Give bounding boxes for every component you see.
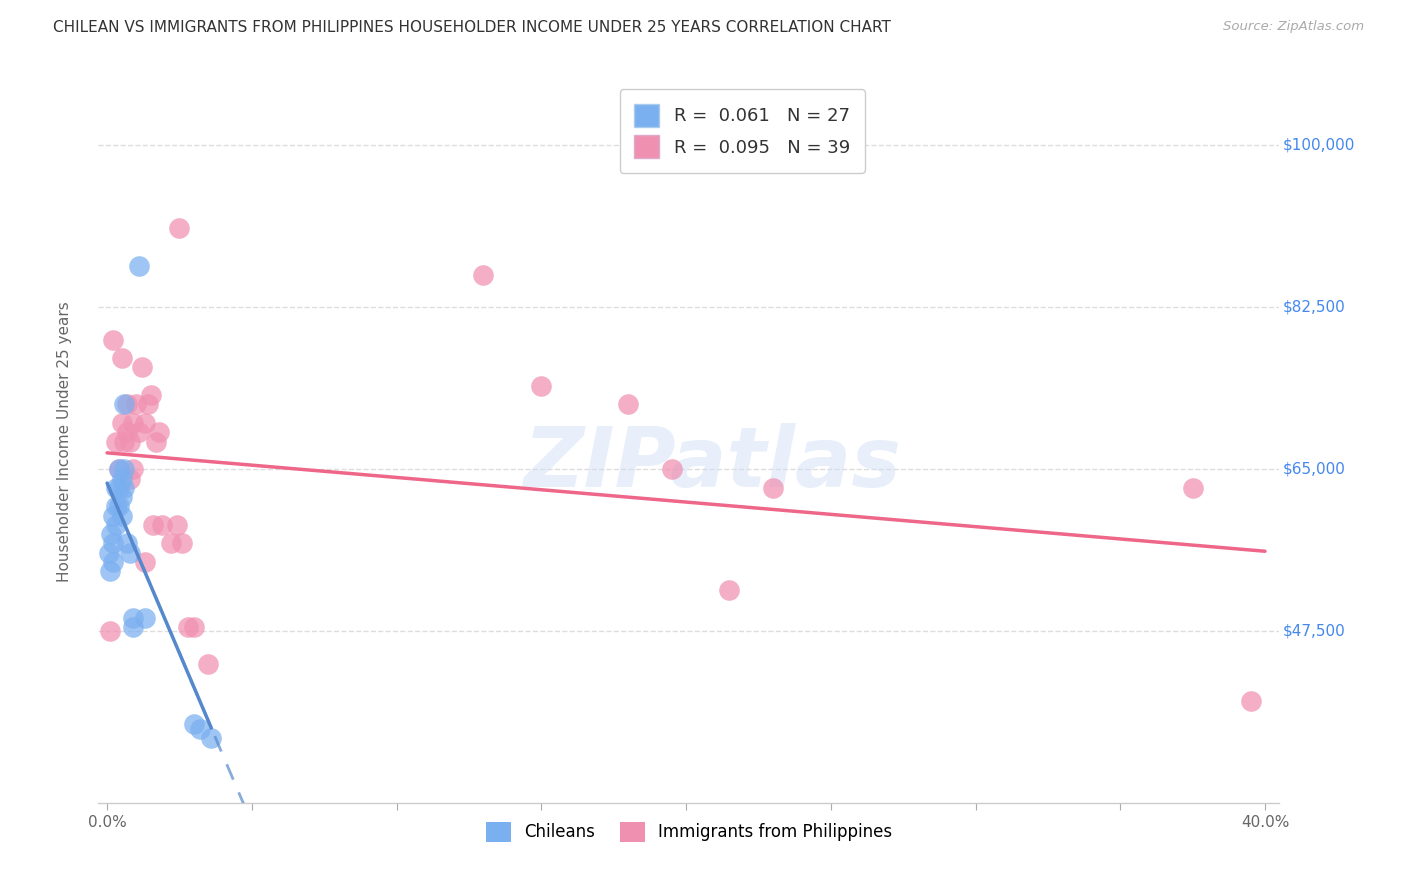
Point [200, 731, 222, 745]
Legend: Chileans, Immigrants from Philippines: Chileans, Immigrants from Philippines [479, 815, 898, 848]
Point [183, 717, 205, 731]
Point [128, 425, 150, 440]
Point [530, 379, 553, 393]
Point [117, 536, 139, 550]
Point [101, 508, 124, 523]
Point [107, 500, 129, 514]
Point [104, 434, 127, 449]
Text: $47,500: $47,500 [1284, 624, 1346, 639]
Point [172, 536, 194, 550]
Point [150, 517, 173, 532]
Point [718, 582, 741, 597]
Point [125, 397, 148, 411]
Point [110, 351, 132, 366]
Point [661, 462, 683, 476]
Point [617, 397, 640, 411]
Point [159, 536, 181, 550]
Point [472, 268, 495, 282]
Point [110, 490, 132, 504]
Point [122, 462, 145, 476]
Point [131, 360, 153, 375]
Text: $65,000: $65,000 [1284, 462, 1346, 477]
Point [101, 555, 124, 569]
Point [1239, 694, 1261, 708]
Point [100, 527, 122, 541]
Point [98, 546, 121, 560]
Point [117, 397, 139, 411]
Text: ZIPatlas: ZIPatlas [523, 423, 901, 504]
Point [197, 657, 219, 671]
Point [136, 397, 159, 411]
Point [145, 434, 167, 449]
Point [134, 610, 156, 624]
Point [110, 416, 132, 430]
Point [114, 462, 136, 476]
Point [169, 221, 191, 235]
Point [114, 481, 136, 495]
Point [762, 481, 785, 495]
Point [134, 555, 156, 569]
Point [128, 259, 150, 273]
Point [120, 546, 142, 560]
Point [120, 472, 142, 486]
Point [148, 425, 170, 440]
Point [104, 500, 127, 514]
Text: $82,500: $82,500 [1284, 300, 1346, 315]
Point [134, 416, 156, 430]
Point [107, 481, 129, 495]
Point [98, 564, 121, 578]
Point [120, 434, 142, 449]
Text: Source: ZipAtlas.com: Source: ZipAtlas.com [1223, 20, 1364, 33]
Point [122, 610, 145, 624]
Point [101, 536, 124, 550]
Point [183, 620, 205, 634]
Text: CHILEAN VS IMMIGRANTS FROM PHILIPPINES HOUSEHOLDER INCOME UNDER 25 YEARS CORRELA: CHILEAN VS IMMIGRANTS FROM PHILIPPINES H… [53, 20, 891, 35]
Point [114, 434, 136, 449]
Point [110, 472, 132, 486]
Point [188, 722, 211, 736]
Point [139, 388, 162, 402]
Point [177, 620, 200, 634]
Point [101, 333, 124, 347]
Point [114, 397, 136, 411]
Point [98, 624, 121, 639]
Point [1181, 481, 1204, 495]
Point [107, 462, 129, 476]
Point [122, 416, 145, 430]
Point [166, 517, 188, 532]
Point [104, 517, 127, 532]
Point [122, 620, 145, 634]
Point [107, 462, 129, 476]
Point [142, 517, 165, 532]
Point [117, 425, 139, 440]
Text: $100,000: $100,000 [1284, 137, 1355, 153]
Point [110, 508, 132, 523]
Y-axis label: Householder Income Under 25 years: Householder Income Under 25 years [58, 301, 72, 582]
Point [104, 481, 127, 495]
